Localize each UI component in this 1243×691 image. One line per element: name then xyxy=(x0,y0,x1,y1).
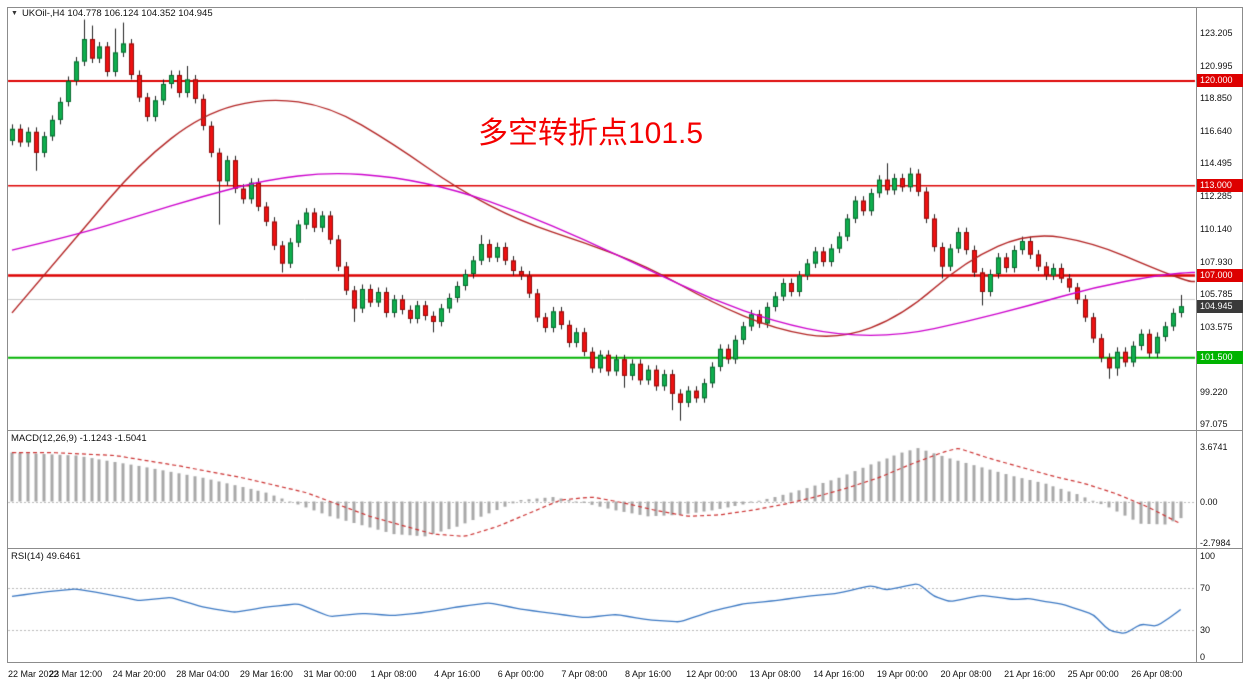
level-price-badge: 101.500 xyxy=(1197,351,1243,365)
price-tick-label: 114.495 xyxy=(1200,158,1232,169)
price-tick-label: 99.220 xyxy=(1200,386,1228,397)
time-tick-label: 24 Mar 20:00 xyxy=(112,669,166,679)
level-price-badge: 120.000 xyxy=(1197,74,1243,88)
collapse-arrow-icon[interactable]: ▼ xyxy=(11,10,18,17)
macd-indicator-label: MACD(12,26,9) -1.1243 -1.5041 xyxy=(11,433,147,444)
price-tick-label: 105.785 xyxy=(1200,288,1233,299)
rsi-tick-label: 30 xyxy=(1200,625,1211,636)
rsi-tick-label: 0 xyxy=(1200,652,1206,662)
time-tick-label: 21 Apr 16:00 xyxy=(1004,669,1056,679)
rsi-tick-label: 70 xyxy=(1200,582,1211,593)
time-tick-label: 26 Apr 08:00 xyxy=(1131,669,1183,679)
time-tick-label: 14 Apr 16:00 xyxy=(813,669,865,679)
chart-header: ▼ UKOil-,H4 104.778 106.124 104.352 104.9… xyxy=(11,8,213,19)
price-tick-label: 110.140 xyxy=(1200,223,1232,234)
time-tick-label: 20 Apr 08:00 xyxy=(940,669,992,679)
time-tick-label: 23 Mar 12:00 xyxy=(49,669,103,679)
macd-tick-label: -2.7984 xyxy=(1200,538,1231,548)
macd-tick-label: 3.6741 xyxy=(1200,442,1228,452)
time-tick-label: 1 Apr 08:00 xyxy=(370,669,417,679)
trend-annotation-text[interactable]: 多空转折点101.5 xyxy=(478,117,704,150)
rsi-indicator-label: RSI(14) 49.6461 xyxy=(11,551,81,562)
price-tick-label: 103.575 xyxy=(1200,321,1233,332)
time-tick-label: 12 Apr 00:00 xyxy=(686,669,738,679)
time-tick-label: 29 Mar 16:00 xyxy=(239,669,293,679)
time-tick-label: 13 Apr 08:00 xyxy=(749,669,801,679)
rsi-panel-divider[interactable] xyxy=(7,548,1242,549)
time-tick-label: 22 Mar 2022 xyxy=(8,669,59,679)
price-tick-label: 112.285 xyxy=(1200,191,1232,202)
rsi-tick-label: 100 xyxy=(1200,550,1216,561)
macd-tick-label: 0.00 xyxy=(1200,496,1218,507)
symbol-ohlc-info: UKOil-,H4 104.778 106.124 104.352 104.94… xyxy=(21,8,213,19)
price-tick-label: 97.075 xyxy=(1200,419,1228,430)
price-tick-label: 120.995 xyxy=(1200,61,1233,72)
time-tick-label: 31 Mar 00:00 xyxy=(303,669,357,679)
time-tick-label: 19 Apr 00:00 xyxy=(876,669,928,679)
current-price-badge: 104.945 xyxy=(1197,299,1243,313)
price-tick-label: 118.850 xyxy=(1200,93,1232,104)
price-axis-separator xyxy=(1196,7,1197,662)
level-price-badge: 113.000 xyxy=(1197,179,1243,193)
time-tick-label: 28 Mar 04:00 xyxy=(176,669,230,679)
macd-panel-divider[interactable] xyxy=(7,430,1242,431)
price-tick-label: 107.930 xyxy=(1200,256,1233,267)
price-tick-label: 116.640 xyxy=(1200,126,1232,137)
time-tick-label: 7 Apr 08:00 xyxy=(561,669,608,679)
time-tick-label: 4 Apr 16:00 xyxy=(434,669,481,679)
time-tick-label: 6 Apr 00:00 xyxy=(497,669,544,679)
time-tick-label: 8 Apr 16:00 xyxy=(624,669,672,679)
level-price-badge: 107.000 xyxy=(1197,269,1243,282)
time-tick-label: 25 Apr 00:00 xyxy=(1067,669,1119,679)
price-tick-label: 123.205 xyxy=(1200,28,1233,38)
